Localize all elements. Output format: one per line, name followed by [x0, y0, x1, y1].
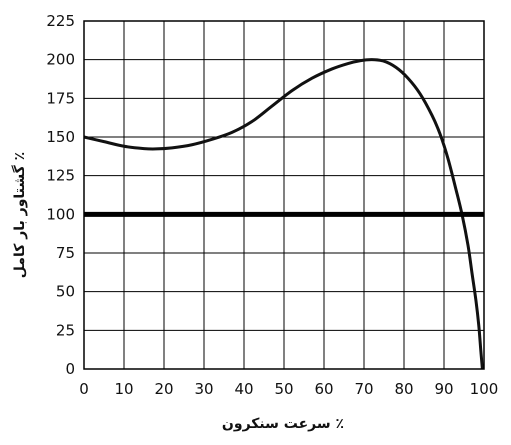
x-tick-label: 40 [234, 380, 253, 398]
y-tick-label: 50 [56, 283, 75, 301]
y-tick-label: 100 [46, 205, 75, 223]
x-tick-labels: 0 10 20 30 40 50 60 70 80 90 100 [79, 380, 498, 398]
y-tick-label: 200 [46, 51, 75, 69]
y-tick-label: 0 [65, 360, 75, 378]
grid [84, 21, 484, 369]
x-tick-label: 70 [354, 380, 373, 398]
x-tick-label: 90 [434, 380, 453, 398]
x-tick-label: 30 [194, 380, 213, 398]
x-tick-label: 80 [394, 380, 413, 398]
y-tick-label: 225 [46, 12, 75, 30]
y-tick-labels: 0 25 50 75 100 125 150 175 200 225 [46, 12, 75, 378]
x-tick-label: 100 [470, 380, 499, 398]
plot-frame [83, 20, 485, 370]
x-axis-title: ٪ سرعت سنکرون [222, 416, 344, 432]
x-tick-label: 20 [154, 380, 173, 398]
y-tick-label: 150 [46, 128, 75, 146]
torque-curve [83, 58, 484, 370]
series-layer [83, 58, 484, 370]
x-tick-label: 60 [314, 380, 333, 398]
plot-border [83, 20, 485, 370]
x-tick-label: 10 [114, 380, 133, 398]
y-tick-label: 125 [46, 167, 75, 185]
y-tick-label: 175 [46, 89, 75, 107]
y-axis-title: ٪ گشتاور بار کامل [11, 152, 28, 278]
y-tick-label: 75 [56, 244, 75, 262]
x-tick-label: 0 [79, 380, 89, 398]
x-tick-label: 50 [274, 380, 293, 398]
y-tick-label: 25 [56, 321, 75, 339]
